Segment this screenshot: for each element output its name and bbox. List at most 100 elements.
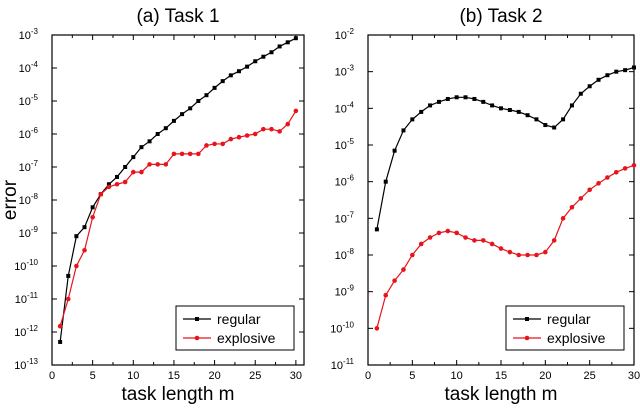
- data-point-regular: [277, 44, 282, 49]
- data-point-explosive: [463, 235, 468, 240]
- data-point-explosive: [410, 252, 415, 258]
- y-axis-label: error: [0, 179, 21, 220]
- data-point-explosive: [560, 216, 566, 221]
- data-point-regular: [623, 68, 628, 73]
- data-point-regular: [561, 117, 566, 122]
- data-point-regular: [419, 109, 424, 114]
- x-tick-label: 0: [49, 370, 55, 382]
- data-point-regular: [632, 65, 636, 70]
- data-point-explosive: [147, 162, 152, 167]
- data-point-regular: [587, 84, 592, 89]
- data-point-regular: [180, 112, 185, 117]
- data-point-explosive: [269, 126, 274, 132]
- x-tick-label: 20: [208, 370, 220, 382]
- data-point-explosive: [130, 169, 136, 175]
- legend-label-explosive: explosive: [547, 330, 606, 346]
- y-tick-label: 10-4: [335, 100, 355, 115]
- data-point-explosive: [155, 162, 160, 167]
- y-tick-label: 10-10: [14, 258, 38, 273]
- data-point-regular: [552, 125, 557, 130]
- series-line-explosive: [376, 164, 635, 329]
- data-point-explosive: [139, 169, 144, 175]
- data-point-explosive: [454, 230, 459, 236]
- data-point-regular: [490, 103, 495, 108]
- data-point-regular: [481, 99, 486, 104]
- data-point-regular: [383, 179, 388, 184]
- y-tick-label: 10-8: [19, 192, 39, 207]
- data-point-regular: [507, 108, 512, 113]
- data-point-regular: [578, 91, 583, 96]
- data-point-regular: [392, 148, 397, 153]
- y-tick-label: 10-5: [19, 93, 39, 108]
- legend-marker-regular: [195, 317, 199, 321]
- series-line-regular: [59, 37, 297, 343]
- x-tick-label: 10: [127, 370, 139, 382]
- y-tick-label: 10-9: [335, 284, 355, 299]
- data-point-regular: [82, 225, 87, 230]
- x-tick-label: 30: [628, 370, 640, 382]
- data-point-explosive: [516, 252, 522, 258]
- x-tick-label: 30: [290, 370, 302, 382]
- x-tick-label: 10: [451, 370, 463, 382]
- x-tick-label: 15: [495, 370, 507, 382]
- data-point-explosive: [472, 238, 477, 243]
- data-point-explosive: [114, 181, 120, 187]
- data-point-regular: [188, 106, 193, 111]
- data-point-regular: [163, 126, 168, 131]
- legend-marker-regular: [525, 317, 529, 321]
- data-point-regular: [525, 113, 530, 118]
- y-tick-label: 10-13: [14, 357, 38, 372]
- data-point-explosive: [285, 121, 291, 127]
- y-tick-label: 10-8: [335, 247, 355, 262]
- y-tick-label: 10-2: [335, 27, 355, 42]
- data-point-explosive: [445, 228, 451, 234]
- data-point-regular: [534, 117, 539, 122]
- data-point-regular: [261, 54, 266, 59]
- data-point-explosive: [212, 141, 217, 147]
- data-point-regular: [445, 96, 450, 101]
- x-tick-label: 5: [409, 370, 415, 382]
- data-point-explosive: [106, 184, 112, 190]
- data-point-regular: [401, 128, 406, 133]
- data-point-regular: [516, 109, 521, 114]
- data-point-explosive: [605, 175, 610, 180]
- chart-panel-a: (a) Task 1 0 5 10 15 20 25 30 10-13 10-12 10-11 10-…: [0, 6, 305, 405]
- data-point-explosive: [163, 162, 169, 167]
- data-point-explosive: [82, 247, 87, 253]
- data-point-explosive: [252, 131, 258, 137]
- data-point-explosive: [418, 241, 424, 247]
- data-point-regular: [236, 69, 241, 74]
- legend-label-regular: regular: [217, 311, 261, 327]
- data-point-explosive: [57, 323, 63, 329]
- legend: regular explosive: [175, 305, 295, 351]
- data-point-explosive: [498, 246, 504, 251]
- data-point-explosive: [622, 166, 628, 171]
- data-point-explosive: [543, 249, 548, 255]
- legend-box: [175, 305, 295, 351]
- data-point-regular: [123, 165, 128, 169]
- data-point-regular: [463, 95, 468, 100]
- legend-label-regular: regular: [547, 311, 591, 327]
- y-tick-label: 10-10: [330, 320, 354, 335]
- series-line-regular: [376, 66, 635, 230]
- data-point-regular: [147, 139, 152, 144]
- data-point-regular: [228, 73, 233, 78]
- data-point-regular: [614, 69, 619, 74]
- chart-panel-b: (b) Task 2 0 5 10 15 20 25 30 10-11 10-10 10-9 10-8…: [330, 6, 640, 405]
- data-point-regular: [66, 273, 71, 278]
- y-tick-label: 10-3: [335, 64, 355, 79]
- legend: regular explosive: [505, 305, 625, 351]
- legend-label-explosive: explosive: [217, 330, 276, 346]
- data-point-regular: [499, 106, 503, 111]
- data-point-regular: [569, 103, 574, 108]
- data-point-explosive: [551, 238, 557, 243]
- data-point-explosive: [436, 230, 442, 236]
- data-point-explosive: [98, 191, 104, 197]
- y-tick-label: 10-11: [15, 291, 39, 306]
- data-point-regular: [605, 73, 610, 78]
- y-tick-label: 10-6: [19, 126, 39, 141]
- data-point-regular: [543, 123, 548, 128]
- data-point-explosive: [65, 296, 71, 302]
- legend-marker-explosive: [194, 335, 200, 341]
- data-point-regular: [155, 132, 160, 136]
